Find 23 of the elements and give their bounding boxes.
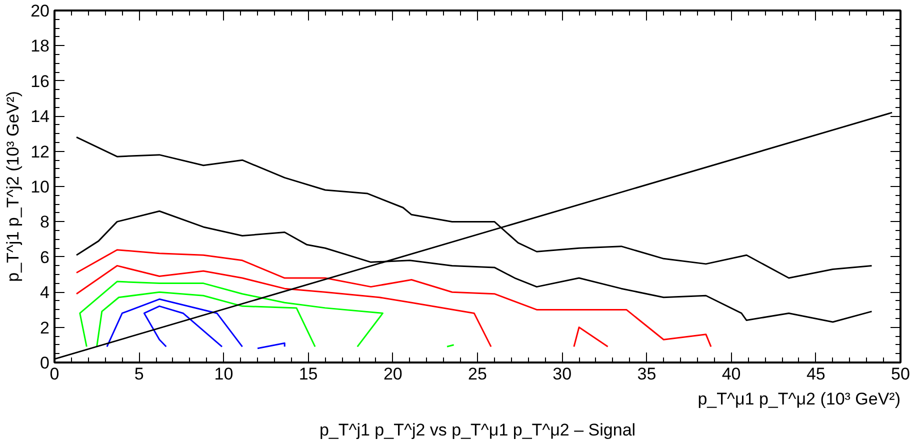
x-axis-title: p_T^μ1 p_T^μ2 (10³ GeV²) [698, 390, 900, 408]
x-tick-label: 50 [891, 364, 910, 384]
y-tick-label: 2 [40, 318, 50, 338]
y-tick-label: 8 [40, 212, 50, 232]
x-tick-label: 20 [383, 364, 402, 384]
x-tick-label: 30 [552, 364, 572, 384]
y-tick-label: 20 [30, 2, 50, 20]
x-tick-label: 5 [134, 364, 144, 384]
y-tick-label: 12 [30, 142, 50, 162]
x-tick-label: 40 [722, 364, 741, 384]
x-tick-label: 45 [806, 364, 826, 384]
y-tick-label: 10 [30, 178, 50, 196]
y-tick-label: 4 [40, 283, 50, 302]
y-tick-label: 14 [30, 107, 50, 126]
text: p_T^j1 p_T^j2 vs p_T^μ1 p_T^μ2 – Signal [319, 420, 636, 440]
y-tick-label: 6 [40, 248, 50, 267]
x-tick-label: 25 [468, 364, 487, 384]
y-tick-label: 18 [30, 36, 50, 56]
y-tick-label: 16 [30, 72, 50, 91]
x-tick-label: 35 [637, 364, 656, 384]
y-axis-title: p_T^j1 p_T^j2 (10³ GeV²) [4, 91, 23, 282]
x-tick-label: 10 [214, 364, 234, 384]
x-tick-label: 15 [298, 364, 318, 384]
